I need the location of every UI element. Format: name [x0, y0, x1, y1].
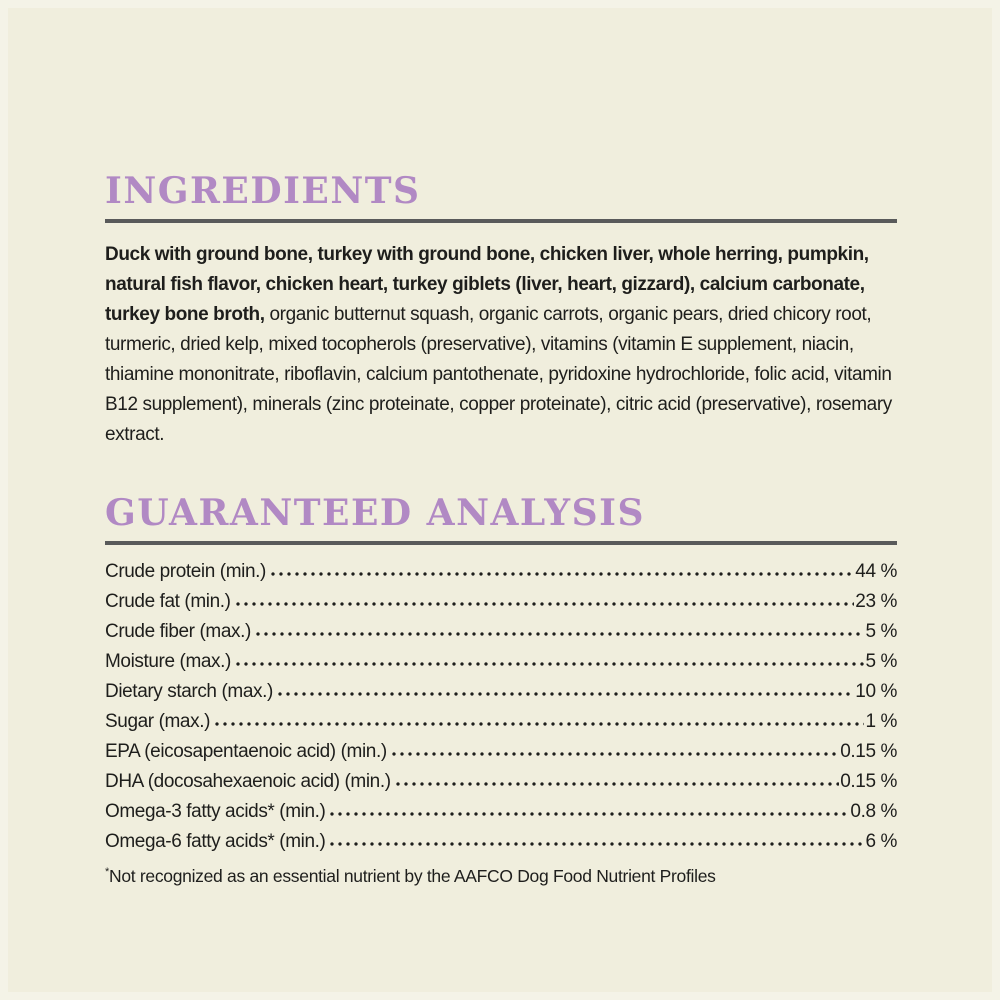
ingredients-divider-rule — [105, 219, 897, 223]
analysis-value: 6 % — [865, 831, 897, 852]
dot-leader — [270, 563, 855, 577]
analysis-row: Crude fat (min.) 23 % — [105, 587, 897, 617]
dot-leader — [395, 773, 840, 787]
analysis-label: Crude fat (min.) — [105, 591, 231, 612]
analysis-row: Sugar (max.) 1 % — [105, 707, 897, 737]
analysis-row: EPA (eicosapentaenoic acid) (min.) 0.15 % — [105, 737, 897, 767]
analysis-value: 10 % — [855, 681, 897, 702]
ingredients-primary-text: Duck with ground bone, turkey with groun… — [105, 244, 869, 325]
analysis-row: Crude protein (min.) 44 % — [105, 557, 897, 587]
analysis-row: Crude fiber (max.) 5 % — [105, 617, 897, 647]
analysis-value: 44 % — [855, 561, 897, 582]
guaranteed-analysis-section: GUARANTEED ANALYSIS Crude protein (min.)… — [105, 495, 897, 890]
analysis-row: Omega-3 fatty acids* (min.) 0.8 % — [105, 797, 897, 827]
analysis-value: 0.15 % — [840, 771, 897, 792]
footnote-text: Not recognized as an essential nutrient … — [108, 866, 716, 886]
dot-leader — [277, 683, 855, 697]
analysis-label: Moisture (max.) — [105, 651, 231, 672]
analysis-label: Omega-6 fatty acids* (min.) — [105, 831, 326, 852]
dot-leader — [330, 833, 865, 847]
dot-leader — [391, 743, 840, 757]
analysis-value: 23 % — [855, 591, 897, 612]
ingredients-section: INGREDIENTS Duck with ground bone, turke… — [105, 173, 897, 450]
dot-leader — [255, 623, 865, 637]
analysis-label: Crude protein (min.) — [105, 561, 266, 582]
guaranteed-analysis-heading: GUARANTEED ANALYSIS — [105, 492, 645, 534]
analysis-value: 5 % — [865, 621, 897, 642]
ingredients-paragraph: Duck with ground bone, turkey with groun… — [105, 240, 897, 450]
analysis-label: Omega-3 fatty acids* (min.) — [105, 801, 326, 822]
analysis-row: Omega-6 fatty acids* (min.) 6 % — [105, 827, 897, 857]
analysis-label: DHA (docosahexaenoic acid) (min.) — [105, 771, 391, 792]
ingredients-heading: INGREDIENTS — [105, 170, 421, 212]
analysis-row: DHA (docosahexaenoic acid) (min.) 0.15 % — [105, 767, 897, 797]
analysis-table: Crude protein (min.) 44 % Crude fat (min.)… — [105, 557, 897, 857]
analysis-value: 1 % — [865, 711, 897, 732]
analysis-label: Crude fiber (max.) — [105, 621, 251, 642]
dot-leader — [215, 713, 865, 727]
analysis-label: Dietary starch (max.) — [105, 681, 273, 702]
analysis-label: Sugar (max.) — [105, 711, 211, 732]
dot-leader — [235, 593, 855, 607]
analysis-label: EPA (eicosapentaenoic acid) (min.) — [105, 741, 387, 762]
dot-leader — [235, 653, 865, 667]
guaranteed-analysis-divider-rule — [105, 541, 897, 545]
analysis-value: 5 % — [865, 651, 897, 672]
analysis-row: Dietary starch (max.) 10 % — [105, 677, 897, 707]
ingredients-secondary-text: organic butternut squash, organic carrot… — [105, 304, 892, 445]
aafco-footnote: *Not recognized as an essential nutrient… — [105, 862, 897, 890]
analysis-value: 0.15 % — [840, 741, 897, 762]
analysis-value: 0.8 % — [850, 801, 897, 822]
analysis-row: Moisture (max.) 5 % — [105, 647, 897, 677]
dot-leader — [330, 803, 850, 817]
footnote-asterisk: * — [105, 866, 109, 879]
